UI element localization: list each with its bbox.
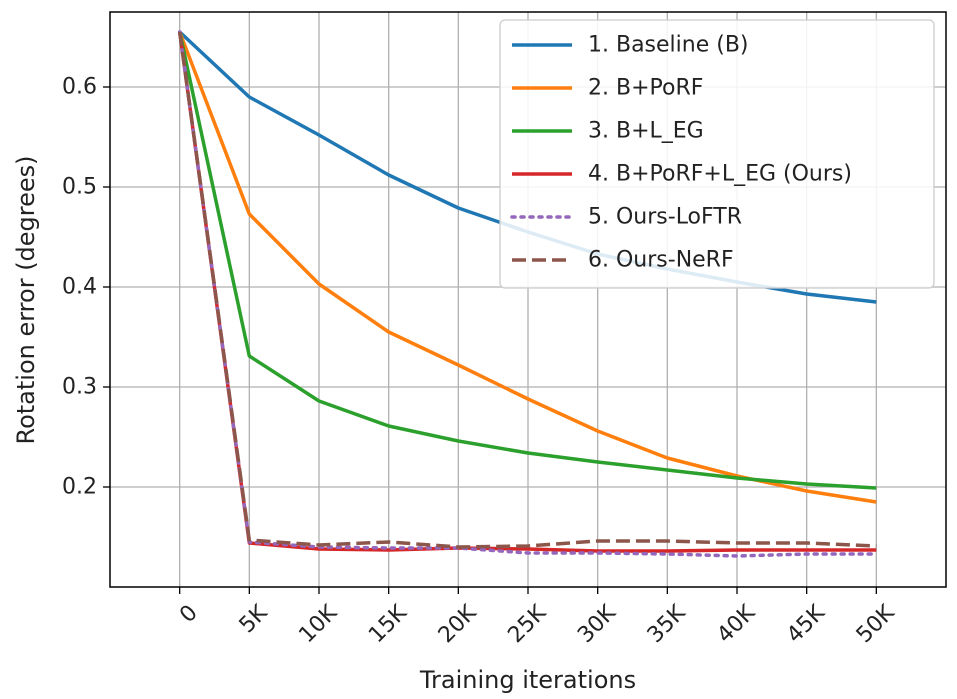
x-tick-label: 0: [175, 600, 203, 628]
series-line-3: [177, 31, 877, 490]
series-line-6: [177, 31, 877, 549]
x-tick-label: 5K: [235, 600, 273, 638]
x-tick-label: 40K: [712, 600, 760, 648]
x-tick-label: 20K: [434, 600, 482, 648]
x-axis-label: Training iterations: [419, 666, 636, 694]
x-tick-label: 30K: [573, 600, 621, 648]
legend-box: [499, 19, 935, 289]
y-tick-label: 0.5: [62, 175, 97, 200]
y-tick-label: 0.4: [62, 275, 97, 300]
y-axis-label: Rotation error (degrees): [12, 155, 40, 444]
legend-label: 3. B+L_EG: [588, 119, 704, 144]
legend-label: 2. B+PoRF: [588, 76, 703, 101]
x-tick-label: 10K: [294, 600, 342, 648]
series-line-5: [177, 30, 879, 558]
legend-label: 1. Baseline (B): [588, 33, 749, 58]
x-tick-label: 45K: [782, 600, 830, 648]
x-tick-label: 50K: [852, 600, 900, 648]
y-tick-label: 0.6: [62, 75, 97, 100]
legend-label: 4. B+PoRF+L_EG (Ours): [588, 162, 852, 187]
legend-label: 5. Ours-LoFTR: [588, 205, 742, 230]
x-tick-label: 15K: [364, 600, 412, 648]
legend-label: 6. Ours-NeRF: [588, 248, 734, 273]
legend: 1. Baseline (B) 2. B+PoRF 3. B+L_EG 4. B+Po…: [499, 19, 935, 289]
x-tick-label: 35K: [643, 600, 691, 648]
y-tick-label: 0.2: [62, 475, 97, 500]
y-tick-label: 0.3: [62, 375, 97, 400]
x-tick-label: 25K: [503, 600, 551, 648]
